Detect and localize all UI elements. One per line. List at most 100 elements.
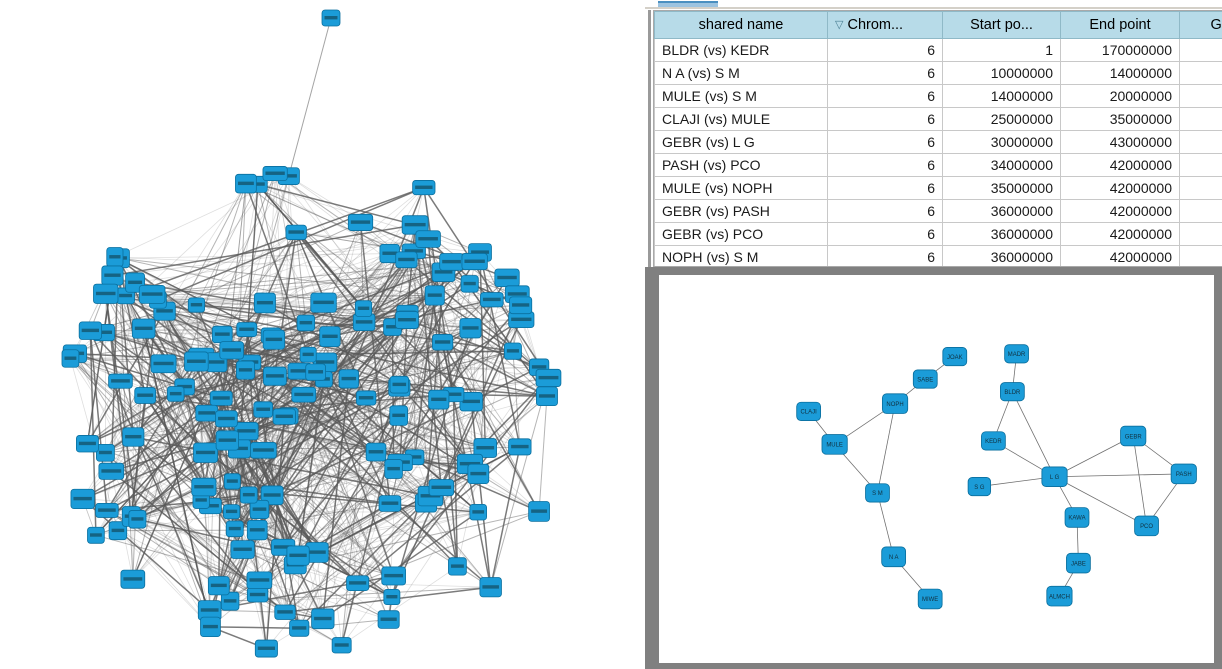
main-network-edge[interactable] [398,252,481,386]
main-network-edge[interactable] [164,310,391,504]
main-network-edge[interactable] [242,549,389,620]
main-network-edge[interactable] [196,232,297,306]
main-network-edge[interactable] [322,502,427,620]
main-network-node[interactable] [299,346,317,363]
main-network-edge[interactable] [388,415,400,620]
sub-network-node[interactable]: S G [967,477,992,497]
main-network-edge[interactable] [242,549,389,620]
main-network-node[interactable] [98,462,125,480]
main-network-node[interactable] [61,349,80,368]
node-shape[interactable] [981,431,1006,451]
table-row[interactable]: GEBR (vs) L G6300000004300000016.9 [654,130,1222,154]
main-network-edge[interactable] [490,377,549,588]
main-network-edge[interactable] [246,187,425,330]
sub-network-node[interactable]: GEBR [1120,425,1147,447]
main-network-edge[interactable] [231,511,479,513]
main-network-edge[interactable] [238,448,324,620]
main-network-edge[interactable] [248,318,522,496]
main-network-edge[interactable] [297,308,364,556]
table-row[interactable]: BLDR (vs) KEDR61170000000192.0 [654,38,1222,62]
main-network-edge[interactable] [87,302,324,445]
sub-network-edge[interactable] [1054,435,1134,478]
main-network-node[interactable] [108,521,128,541]
main-network-edge[interactable] [357,350,514,584]
main-network-edge[interactable] [130,326,393,518]
main-network-edge[interactable] [118,253,390,259]
main-network-edge[interactable] [316,552,393,598]
table-row[interactable]: CLAJI (vs) MULE625000000350000005.9 [654,107,1222,131]
main-network-node[interactable] [254,639,278,658]
main-network-edge[interactable] [175,393,394,577]
main-network-edge[interactable] [363,322,479,513]
main-network-node[interactable] [70,488,95,510]
node-shape[interactable] [821,434,848,455]
node-shape[interactable] [796,401,822,421]
main-network-edge[interactable] [393,283,471,470]
main-network-node[interactable] [509,296,533,315]
main-network-edge[interactable] [112,238,429,276]
main-network-edge[interactable] [105,293,211,507]
main-network-node[interactable] [249,499,270,519]
main-network-node[interactable] [246,587,269,603]
main-network-edge[interactable] [226,350,514,420]
table-cell-end_point[interactable]: 42000000 [1060,245,1180,266]
table-tab-strip[interactable] [645,0,1222,10]
main-network-node[interactable] [272,408,296,425]
main-network-node[interactable] [480,292,504,308]
main-network-edge[interactable] [470,401,492,588]
sub-network-edge[interactable] [877,403,896,493]
main-network-node[interactable] [138,284,166,304]
main-network-edge[interactable] [323,302,454,395]
sub-network-node[interactable]: KAWA [1064,507,1090,528]
main-network-node[interactable] [200,616,221,638]
sub-network-node[interactable]: L G [1041,466,1068,487]
main-network-edge[interactable] [105,452,258,596]
main-network-edge[interactable] [120,173,276,382]
sub-network-node[interactable]: CLAJI [796,401,822,421]
main-network-edge[interactable] [103,331,197,363]
main-network-edge[interactable] [295,231,479,475]
table-cell-genetic[interactable]: 8.4 [1179,222,1222,246]
main-network-node[interactable] [467,463,490,485]
table-cell-chromosome[interactable]: 6 [827,222,943,246]
main-network-node[interactable] [285,224,307,240]
main-network-node[interactable] [235,173,257,194]
main-network-node[interactable] [321,9,341,27]
main-network-edge[interactable] [470,401,540,512]
main-network-edge[interactable] [132,361,197,438]
main-network-edge[interactable] [216,361,486,449]
main-network-node[interactable] [236,322,258,337]
main-network-edge[interactable] [206,413,232,512]
main-network-edge[interactable] [457,294,518,567]
table-cell-end_point[interactable]: 42000000 [1060,153,1180,177]
main-network-edge[interactable] [196,304,202,356]
main-network-edge[interactable] [245,176,290,371]
main-network-node[interactable] [395,311,419,329]
main-network-node[interactable] [383,588,401,606]
sub-network-node[interactable]: MULE [821,434,848,455]
main-network-node[interactable] [191,477,217,497]
table-cell-chromosome[interactable]: 6 [827,130,943,154]
main-network-edge[interactable] [438,304,522,401]
main-network-edge[interactable] [399,283,471,463]
main-network-edge[interactable] [264,293,518,304]
table-cell-start_point[interactable]: 36000000 [942,222,1061,246]
main-network-edge[interactable] [440,487,459,567]
main-network-node[interactable] [494,268,520,287]
main-network-edge[interactable] [323,302,443,343]
table-cell-genetic[interactable]: 192.0 [1179,38,1222,62]
main-network-canvas[interactable] [0,0,645,669]
main-network-node[interactable] [131,318,156,339]
main-network-edge[interactable] [210,626,300,629]
main-network-node[interactable] [331,637,352,654]
table-cell-start_point[interactable]: 35000000 [942,176,1061,200]
main-network-edge[interactable] [363,322,442,488]
main-network-edge[interactable] [221,232,297,335]
table-header-row[interactable]: shared name ▽ Chrom... Start po... End point… [654,11,1222,39]
main-network-node[interactable] [310,292,337,313]
main-network-edge[interactable] [111,418,227,472]
main-network-edge[interactable] [120,295,126,382]
main-network-edge[interactable] [106,412,208,511]
main-network-node[interactable] [234,422,259,441]
sub-network-node[interactable]: ALMCH [1046,585,1073,607]
